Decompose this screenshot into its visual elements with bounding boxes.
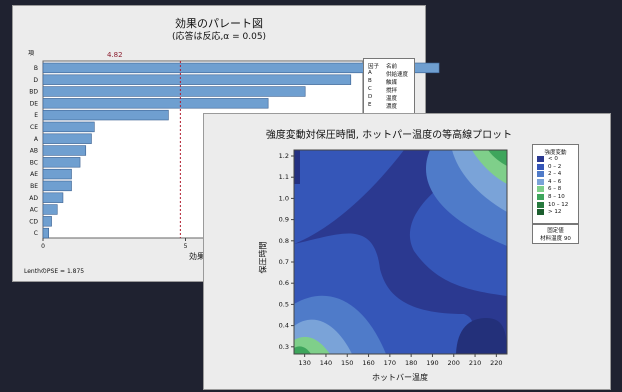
pareto-category-label: AE [30, 171, 38, 178]
legend-factor-name: 触媒 [386, 80, 398, 86]
contour-plot-window[interactable]: 強度変動対保圧時間, ホットパー温度の等高線プロット 130 140 150 160 1… [204, 114, 610, 389]
contour-legend-swatch [537, 201, 544, 208]
pareto-bar-E [42, 109, 169, 121]
fixed-value: 材料温度 90 [540, 236, 571, 242]
contour-x-tick-label: 220 [490, 359, 502, 367]
pareto-subtitle: (応答は反応,α = 0.05) [171, 32, 267, 42]
contour-y-tick-label: 0.7 [279, 258, 289, 266]
contour-legend-swatch [537, 156, 544, 162]
pareto-bar-AD [42, 192, 64, 203]
pareto-category-label: BE [30, 183, 38, 190]
pareto-category-label: DE [30, 100, 39, 107]
pareto-bar-BC [42, 157, 81, 168]
contour-x-label: ホットバー温度 [372, 373, 428, 382]
legend-factor: B [368, 78, 372, 84]
legend-header-factor: 因子 [368, 64, 380, 70]
pareto-category-label: BC [30, 159, 38, 166]
contour-title: 強度変動対保圧時間, ホットパー温度の等高線プロット [265, 130, 513, 141]
contour-y-label: 保圧時間 [258, 241, 268, 274]
contour-y-tick-label: 1.1 [279, 173, 289, 181]
legend-factor: A [368, 70, 372, 76]
contour-y-tick-label: 1.0 [279, 194, 289, 202]
pareto-category-label: A [34, 136, 39, 143]
legend-factor: C [368, 86, 372, 92]
contour-legend-label: 6 – 8 [548, 186, 562, 193]
pareto-bar-DE [42, 98, 269, 109]
pareto-bar-AC [42, 204, 58, 215]
contour-legend-label: > 12 [548, 209, 562, 216]
pareto-category-label: C [34, 230, 38, 237]
contour-legend-swatch [537, 178, 544, 185]
fixed-value-box: 固定値 材料温度 90 [532, 224, 579, 244]
legend-factor-name: 撹拌 [386, 88, 398, 94]
pareto-category-label: AD [29, 195, 38, 202]
legend-factor-name: 温度 [386, 96, 398, 102]
contour-x-tick-label: 200 [448, 359, 460, 367]
contour-legend-label: 4 – 6 [548, 178, 562, 185]
contour-y-tick-label: 1.2 [279, 152, 289, 160]
pareto-bar-C [42, 227, 49, 239]
pareto-category-label: D [33, 77, 38, 84]
contour-y-tick-label: 0.8 [279, 237, 289, 245]
legend-header-name: 名前 [386, 64, 398, 70]
contour-legend-swatch [537, 163, 544, 170]
contour-x-tick-label: 130 [298, 359, 310, 367]
pareto-category-label: CD [29, 218, 38, 225]
contour-legend-label: 8 – 10 [548, 194, 565, 200]
pareto-bar-CD [42, 216, 52, 227]
contour-y-tick-label: 0.9 [279, 216, 289, 224]
legend-factor: D [368, 94, 373, 100]
pareto-category-label: CE [30, 124, 38, 131]
pareto-category-label: B [34, 65, 38, 72]
legend-factor-name: 濃度 [386, 104, 398, 110]
pareto-bar-BD [42, 86, 306, 97]
pareto-lenth: LenthのPSE = 1.875 [24, 268, 85, 275]
contour-legend-label: 0 – 2 [548, 163, 562, 170]
pareto-x-tick-label: 5 [184, 243, 188, 250]
contour-x-tick-label: 190 [426, 359, 438, 367]
legend-factor-name: 供給速度 [386, 72, 409, 78]
pareto-category-label: BD [29, 89, 38, 96]
contour-x-tick-label: 210 [469, 359, 481, 367]
fixed-title: 固定値 [547, 228, 564, 234]
contour-legend-swatch [537, 194, 544, 200]
pareto-category-label: E [34, 112, 38, 119]
contour-y-tick-label: 0.4 [279, 322, 289, 330]
pareto-ref-value: 4.82 [107, 51, 123, 59]
legend-factor: E [368, 102, 372, 108]
pareto-x-label: 効果 [189, 252, 205, 261]
contour-x-tick-label: 160 [362, 359, 374, 367]
pareto-bar-B [42, 62, 440, 74]
contour-x-tick-label: 140 [320, 359, 332, 367]
contour-y-tick-label: 0.6 [279, 279, 289, 287]
pareto-bar-BE [42, 180, 72, 192]
pareto-bar-AE [42, 168, 72, 180]
contour-legend-swatch [537, 186, 544, 193]
pareto-category-label: AC [30, 207, 38, 214]
contour-legend-label: < 0 [548, 156, 558, 162]
pareto-x-tick-label: 0 [41, 243, 45, 250]
pareto-bar-A [42, 133, 92, 144]
contour-x-tick-label: 180 [405, 359, 417, 367]
contour-y-tick-label: 0.5 [279, 300, 289, 308]
contour-legend-label: 2 – 4 [548, 171, 562, 178]
pareto-category-label: AB [30, 148, 38, 155]
pareto-y-header: 項 [28, 50, 35, 57]
pareto-bar-D [42, 74, 352, 85]
contour-plot: 130 140 150 160 170 180 190 200 210 220 1.2 1.1 1.0… [279, 149, 508, 367]
contour-legend-title: 強度変動 [544, 150, 567, 156]
pareto-title: 効果のパレート図 [175, 17, 263, 30]
contour-y-tick-label: 0.3 [279, 343, 289, 351]
contour-legend-label: 10 – 12 [548, 201, 569, 208]
pareto-bar-CE [42, 121, 95, 133]
contour-legend-swatch [537, 171, 544, 178]
pareto-bar-AB [42, 145, 87, 156]
contour-x-tick-label: 150 [341, 359, 353, 367]
contour-x-tick-label: 170 [384, 359, 396, 367]
contour-legend-swatch [537, 209, 544, 216]
